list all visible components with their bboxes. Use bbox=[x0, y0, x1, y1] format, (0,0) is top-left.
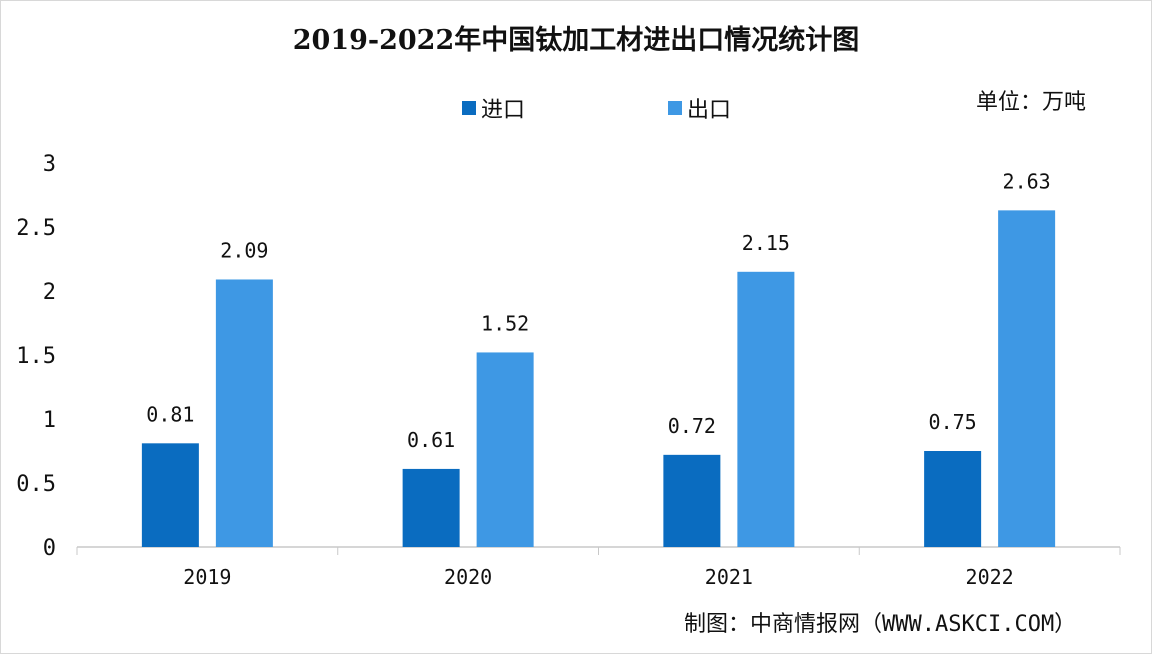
y-tick-label: 1.5 bbox=[16, 344, 56, 369]
data-label: 2.09 bbox=[220, 238, 268, 262]
bar-export-2020 bbox=[476, 352, 534, 547]
legend-label-import: 进口 bbox=[481, 98, 526, 123]
legend-swatch-import bbox=[462, 101, 476, 115]
source-note: 制图：中商情报网（WWW.ASKCI.COM） bbox=[684, 612, 1077, 637]
x-tick-label: 2019 bbox=[183, 565, 231, 589]
data-label: 0.72 bbox=[668, 414, 716, 438]
y-tick-label: 3 bbox=[43, 152, 56, 177]
y-tick-label: 1 bbox=[43, 408, 56, 433]
legend-swatch-export bbox=[668, 101, 682, 115]
chart-title: 2019-2022年中国钛加工材进出口情况统计图 bbox=[292, 25, 860, 56]
unit-label: 单位：万吨 bbox=[976, 90, 1087, 115]
data-label: 0.75 bbox=[929, 410, 977, 434]
bar-import-2022 bbox=[924, 451, 982, 547]
y-tick-label: 0 bbox=[43, 536, 56, 561]
data-label: 0.81 bbox=[146, 402, 194, 426]
bar-import-2019 bbox=[141, 443, 199, 547]
data-label: 2.63 bbox=[1003, 169, 1051, 193]
y-tick-label: 2.5 bbox=[16, 216, 56, 241]
bar-export-2022 bbox=[998, 210, 1056, 548]
bar-import-2021 bbox=[663, 454, 721, 547]
legend-item-export: 出口 bbox=[668, 92, 731, 124]
x-tick-label: 2020 bbox=[444, 565, 492, 589]
x-tick-label: 2022 bbox=[966, 565, 1014, 589]
legend-item-import: 进口 bbox=[462, 92, 525, 124]
x-tick-label: 2021 bbox=[705, 565, 753, 589]
bar-export-2019 bbox=[215, 279, 273, 547]
y-tick-label: 2 bbox=[43, 280, 56, 305]
data-label: 1.52 bbox=[481, 311, 529, 335]
data-label: 0.61 bbox=[407, 428, 455, 452]
bar-export-2021 bbox=[737, 271, 795, 547]
data-label: 2.15 bbox=[742, 231, 790, 255]
y-tick-label: 0.5 bbox=[16, 472, 56, 497]
bar-import-2020 bbox=[402, 468, 460, 547]
legend-label-export: 出口 bbox=[687, 98, 732, 123]
